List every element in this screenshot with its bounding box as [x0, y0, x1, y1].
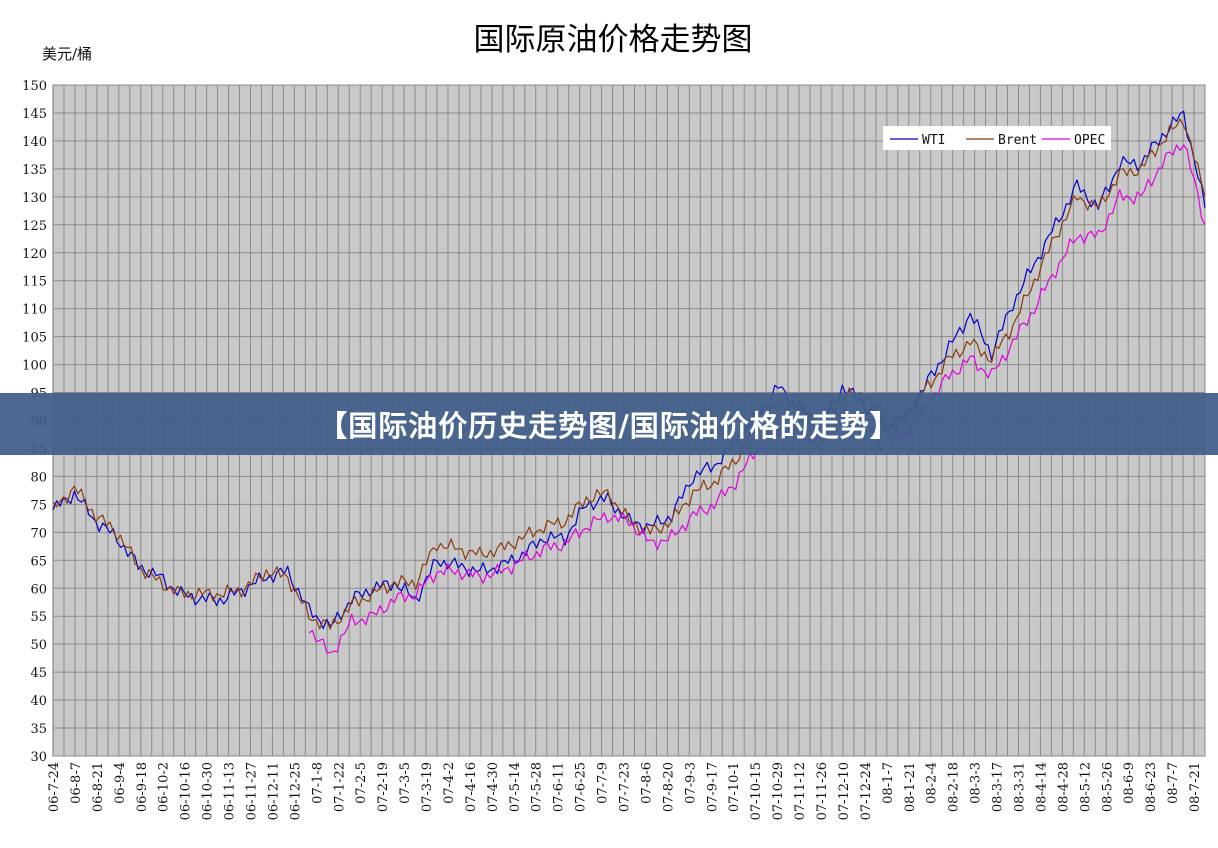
x-tick-label: 07-12-24 — [859, 762, 874, 820]
y-tick-label: 40 — [30, 694, 47, 709]
y-tick-label: 65 — [30, 554, 47, 569]
x-tick-label: 06-8-7 — [69, 762, 84, 804]
x-tick-label: 07-5-28 — [530, 762, 545, 812]
x-tick-label: 08-7-21 — [1188, 762, 1203, 812]
series-line-wti — [52, 110, 1206, 630]
x-tick-label: 07-10-29 — [771, 762, 786, 820]
y-tick-label: 30 — [30, 750, 47, 765]
legend: WTI Brent OPEC — [883, 126, 1111, 150]
x-tick-label: 08-2-4 — [925, 762, 940, 804]
x-tick-label: 08-1-7 — [881, 762, 896, 804]
x-tick-label: 06-10-16 — [179, 762, 194, 820]
y-tick-label: 60 — [30, 582, 47, 597]
y-tick-label: 75 — [30, 498, 47, 513]
y-tick-label: 55 — [30, 610, 47, 625]
y-tick-label: 105 — [22, 331, 47, 346]
y-tick-label: 135 — [22, 163, 47, 178]
x-tick-label: 07-9-17 — [705, 762, 720, 812]
x-tick-label: 06-11-27 — [244, 762, 259, 820]
y-tick-label: 35 — [30, 722, 47, 737]
x-tick-label: 07-3-19 — [420, 762, 435, 812]
series-line-brent — [52, 118, 1206, 630]
x-tick-label: 08-5-12 — [1078, 762, 1093, 812]
y-tick-label: 150 — [22, 79, 47, 94]
x-tick-label: 07-4-16 — [464, 762, 479, 812]
y-axis-ticks: 3035404550556065707580859095100105110115… — [22, 79, 47, 765]
x-tick-label: 07-7-23 — [618, 762, 633, 812]
x-tick-label: 07-1-22 — [332, 762, 347, 812]
y-tick-label: 140 — [22, 135, 47, 150]
title-banner: 【国际油价历史走势图/国际油价格的走势】 — [0, 393, 1218, 455]
y-tick-label: 120 — [22, 247, 47, 262]
x-tick-label: 07-7-9 — [596, 762, 611, 804]
x-tick-label: 08-4-28 — [1056, 762, 1071, 812]
x-tick-label: 07-4-30 — [486, 762, 501, 812]
x-tick-label: 07-5-14 — [508, 762, 523, 812]
x-tick-label: 06-10-2 — [157, 762, 172, 812]
x-tick-label: 08-2-18 — [947, 762, 962, 812]
y-tick-label: 80 — [30, 470, 47, 485]
x-tick-label: 07-9-3 — [683, 762, 698, 804]
x-tick-label: 06-7-24 — [47, 762, 62, 812]
x-tick-label: 06-10-30 — [201, 762, 216, 820]
banner-text: 【国际油价历史走势图/国际油价格的走势】 — [318, 409, 900, 443]
legend-box — [883, 126, 1111, 150]
legend-label-wti: WTI — [922, 133, 945, 148]
legend-label-brent: Brent — [998, 133, 1037, 148]
x-tick-label: 06-11-13 — [223, 762, 238, 820]
x-tick-label: 06-9-4 — [113, 762, 128, 804]
x-tick-label: 07-3-5 — [398, 762, 413, 804]
x-tick-label: 07-8-20 — [661, 762, 676, 812]
y-tick-label: 125 — [22, 219, 47, 234]
x-tick-label: 07-2-5 — [354, 762, 369, 804]
x-axis-ticks: 06-7-24 06-8-7 06-8-21 06-9-4 06-9-18 06-10-2… — [47, 762, 1203, 820]
x-tick-label: 08-5-26 — [1100, 762, 1115, 812]
x-tick-label: 07-11-26 — [815, 762, 830, 820]
x-tick-label: 08-6-9 — [1122, 762, 1137, 804]
y-tick-label: 130 — [22, 191, 47, 206]
x-tick-label: 08-1-21 — [903, 762, 918, 812]
x-tick-label: 08-3-17 — [991, 762, 1006, 812]
x-tick-label: 07-6-25 — [574, 762, 589, 812]
x-tick-label: 06-8-21 — [91, 762, 106, 812]
x-tick-label: 07-8-6 — [639, 762, 654, 804]
legend-label-opec: OPEC — [1074, 133, 1105, 148]
y-tick-label: 100 — [22, 359, 47, 374]
x-tick-label: 08-3-31 — [1012, 762, 1027, 812]
y-tick-label: 50 — [30, 638, 47, 653]
x-tick-label: 08-3-3 — [969, 762, 984, 804]
x-tick-label: 06-9-18 — [135, 762, 150, 812]
x-tick-label: 07-10-1 — [727, 762, 742, 812]
x-tick-label: 07-12-10 — [837, 762, 852, 820]
x-tick-label: 06-12-25 — [288, 762, 303, 820]
x-tick-label: 07-4-2 — [442, 762, 457, 804]
chart-title: 国际原油价格走势图 — [474, 22, 753, 58]
y-tick-label: 45 — [30, 666, 47, 681]
x-tick-label: 08-6-23 — [1144, 762, 1159, 812]
x-tick-label: 06-12-11 — [266, 762, 281, 820]
x-tick-label: 08-4-14 — [1034, 762, 1049, 812]
x-tick-label: 07-1-8 — [310, 762, 325, 804]
y-tick-label: 110 — [22, 303, 47, 318]
x-tick-label: 07-2-19 — [376, 762, 391, 812]
y-axis-unit: 美元/桶 — [42, 45, 92, 63]
x-tick-label: 07-11-12 — [793, 762, 808, 820]
x-tick-label: 07-6-11 — [552, 762, 567, 812]
y-tick-label: 115 — [22, 275, 47, 290]
y-tick-label: 145 — [22, 107, 47, 122]
y-tick-label: 70 — [30, 526, 47, 541]
x-tick-label: 07-10-15 — [749, 762, 764, 820]
x-tick-label: 08-7-7 — [1166, 762, 1181, 804]
